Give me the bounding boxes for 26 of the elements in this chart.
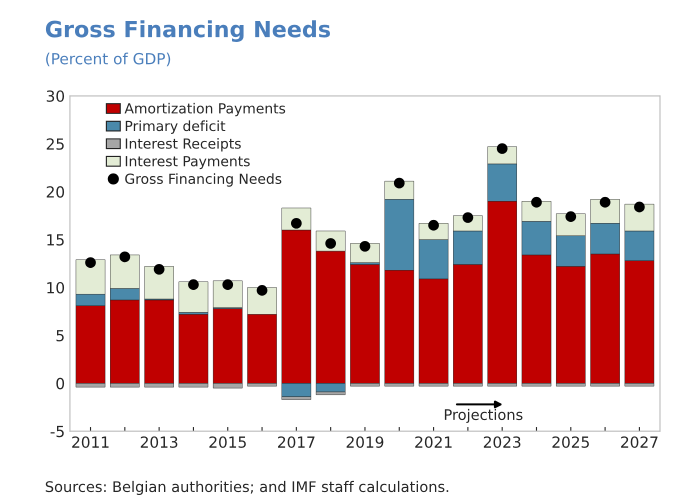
y-tick-label: -5 bbox=[50, 426, 64, 438]
y-tick-label: 15 bbox=[47, 234, 64, 246]
x-tick-label: 2025 bbox=[552, 436, 589, 448]
legend-label: Gross Financing Needs bbox=[125, 173, 282, 187]
x-tick-label: 2027 bbox=[621, 436, 658, 448]
x-tick-label: 2023 bbox=[484, 436, 520, 448]
y-tick-label: 5 bbox=[56, 330, 64, 342]
y-tick-label: 30 bbox=[46, 90, 64, 102]
legend-label: Interest Payments bbox=[126, 156, 250, 170]
chart-subtitle: (Percent of GDP) bbox=[46, 52, 170, 66]
x-tick-label: 2015 bbox=[209, 436, 246, 448]
chart-title: Gross Financing Needs bbox=[46, 20, 330, 42]
y-tick-label: 0 bbox=[56, 378, 64, 390]
x-tick-label: 2017 bbox=[278, 436, 314, 448]
y-tick-label: 25 bbox=[46, 138, 64, 150]
y-tick-label: 10 bbox=[47, 282, 64, 294]
legend-label: Interest Receipts bbox=[126, 138, 241, 152]
x-tick-label: 2013 bbox=[140, 436, 178, 448]
source-note: Sources: Belgian authorities; and IMF staff calculations. bbox=[46, 480, 448, 495]
y-tick-label: 20 bbox=[46, 186, 64, 198]
x-tick-label: 2011 bbox=[72, 436, 109, 448]
annotation: Projections bbox=[444, 408, 522, 423]
legend-label: Amortization Payments bbox=[124, 102, 286, 116]
x-tick-label: 2021 bbox=[415, 436, 452, 448]
x-tick-label: 2019 bbox=[346, 436, 384, 448]
legend-label: Primary deficit bbox=[126, 120, 226, 134]
